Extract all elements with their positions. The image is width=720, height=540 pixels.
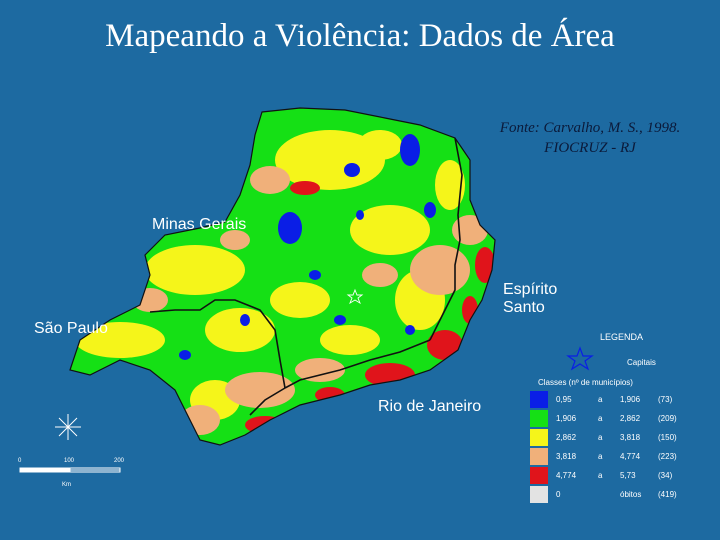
legend-row: 4,774 a 5,73 (34) (520, 466, 710, 484)
patch-red (475, 247, 495, 283)
label-sao-paulo: São Paulo (34, 320, 108, 337)
label-rio-de-janeiro: Rio de Janeiro (378, 398, 482, 415)
patch-blue (278, 212, 302, 244)
legend-connector: a (598, 414, 603, 423)
scale-labels: 0 100 200 Km (14, 458, 134, 498)
patch-red (290, 181, 320, 195)
patch-yellow (350, 205, 430, 255)
legend-class-low: 0 (556, 490, 561, 499)
legend-class-count: (223) (658, 452, 677, 461)
legend-connector: a (598, 471, 603, 480)
scale-unit: Km (62, 482, 71, 488)
patch-yellow (435, 160, 465, 210)
source-citation: Fonte: Carvalho, M. S., 1998. FIOCRUZ - … (470, 118, 710, 158)
patch-orange (452, 215, 488, 245)
compass-rose-icon (55, 414, 81, 440)
patch-yellow (270, 282, 330, 318)
legend-class-count: (419) (658, 490, 677, 499)
scale-bar (19, 467, 121, 473)
label-espirito-line-1: Espírito (503, 281, 558, 298)
patch-orange (220, 230, 250, 250)
legend-class-high: 5,73 (620, 471, 636, 480)
legend-row: 3,818 a 4,774 (223) (520, 447, 710, 465)
capital-star-bh (346, 288, 364, 305)
patch-orange (250, 166, 290, 194)
choropleth-map (19, 107, 594, 473)
legend-swatch (530, 410, 548, 427)
border-mg-es (429, 137, 463, 341)
patch-yellow (145, 245, 245, 295)
legend-swatch (530, 467, 548, 484)
label-minas-gerais: Minas Gerais (152, 216, 247, 233)
legend-swatch (530, 391, 548, 408)
legend-classes-label: Classes (nº de municípios) (538, 378, 633, 387)
patch-blue (334, 315, 346, 325)
patch-blue (400, 134, 420, 166)
legend-swatch (530, 429, 548, 446)
source-line-1: Fonte: Carvalho, M. S., 1998. (499, 120, 681, 136)
legend-capital-star-icon (566, 346, 594, 371)
legend-class-high: 2,862 (620, 414, 641, 423)
patch-yellow (75, 322, 165, 358)
legend-swatch (530, 486, 548, 503)
map-panel: Minas Gerais Espírito Santo São Paulo Ri… (0, 92, 720, 540)
legend-class-high: 4,774 (620, 452, 641, 461)
patch-blue (356, 210, 364, 220)
scale-tick-0: 0 (18, 458, 22, 464)
legend-class-high: 3,818 (620, 433, 641, 442)
label-espirito-santo: Espírito Santo (503, 281, 557, 317)
source-line-2: FIOCRUZ - RJ (544, 140, 636, 156)
border-sp-rj (249, 387, 286, 416)
scale-tick-200: 200 (114, 458, 125, 464)
legend-class-low: 0,95 (556, 395, 572, 404)
legend-class-count: (34) (658, 471, 673, 480)
patch-blue (344, 163, 360, 177)
border-mg-rj (284, 339, 431, 389)
legend-row: 0 óbitos (419) (520, 485, 710, 503)
legend-class-low: 1,906 (556, 414, 577, 423)
patch-red (365, 363, 415, 387)
legend: LEGENDA Capitais Classes (nº de municípi… (520, 330, 710, 503)
patch-blue (405, 325, 415, 335)
patch-orange (132, 288, 168, 312)
patch-orange (225, 372, 295, 408)
region-base-green (70, 108, 495, 445)
scale-tick-100: 100 (64, 458, 75, 464)
patch-yellow (320, 325, 380, 355)
legend-row: 1,906 a 2,862 (209) (520, 409, 710, 427)
patch-yellow (358, 130, 402, 160)
legend-class-high: óbitos (620, 490, 642, 499)
patch-orange (180, 405, 220, 435)
legend-class-count: (73) (658, 395, 673, 404)
legend-class-count: (209) (658, 414, 677, 423)
region-outline (69, 107, 496, 446)
legend-connector: a (598, 395, 603, 404)
legend-class-high: 1,906 (620, 395, 641, 404)
legend-class-count: (150) (658, 433, 677, 442)
legend-class-low: 3,818 (556, 452, 577, 461)
patch-yellow (205, 308, 275, 352)
legend-connector: a (598, 452, 603, 461)
legend-row: 2,862 a 3,818 (150) (520, 428, 710, 446)
slide-title: Mapeando a Violência: Dados de Área (105, 18, 615, 54)
patch-orange (410, 245, 470, 295)
patch-blue (240, 314, 250, 326)
border-mg-sp (149, 299, 286, 389)
legend-title: LEGENDA (600, 332, 644, 342)
patch-blue (309, 270, 321, 280)
legend-capitals-label: Capitais (627, 358, 656, 367)
class-patches (75, 130, 495, 435)
patch-orange (295, 358, 345, 382)
patch-orange (362, 263, 398, 287)
patch-blue (424, 202, 436, 218)
legend-class-low: 2,862 (556, 433, 577, 442)
label-espirito-line-2: Santo (503, 299, 545, 316)
legend-connector: a (598, 433, 603, 442)
legend-class-low: 4,774 (556, 471, 577, 480)
legend-swatch (530, 448, 548, 465)
patch-blue (179, 350, 191, 360)
legend-row: 0,95 a 1,906 (73) (520, 390, 710, 408)
